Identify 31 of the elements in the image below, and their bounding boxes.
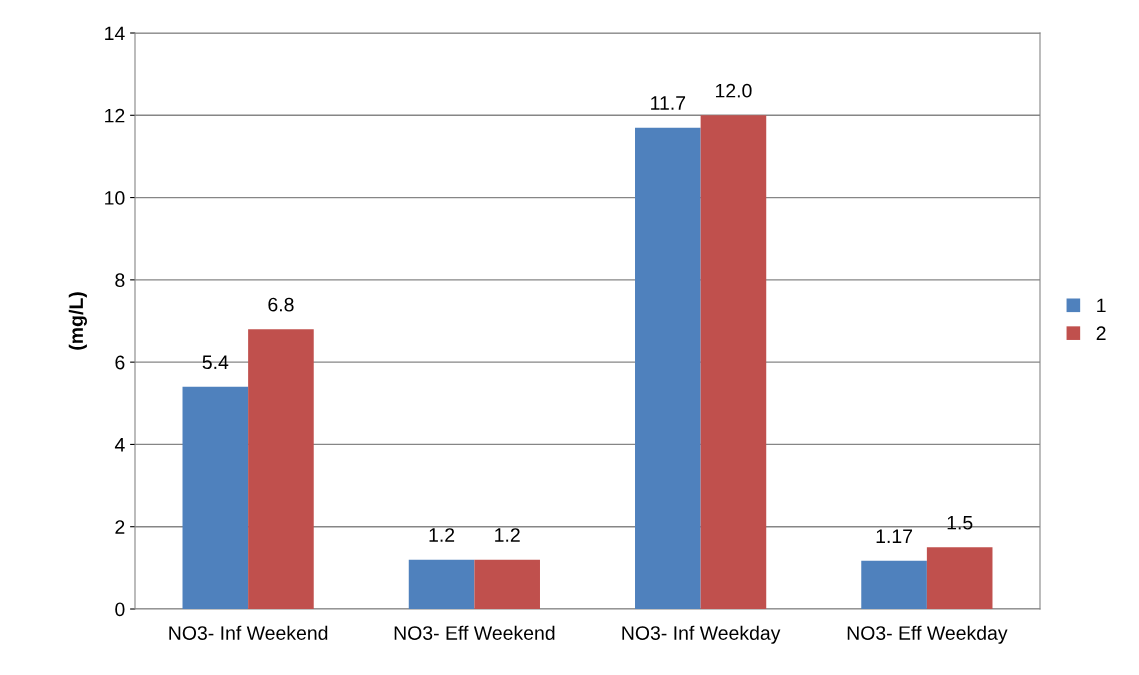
y-tick-label: 8 bbox=[115, 273, 125, 288]
data-label: 6.8 bbox=[268, 297, 294, 312]
x-tick-label: NO3- Inf Weekend bbox=[169, 625, 328, 640]
x-tick-label: NO3- Eff Weekday bbox=[847, 625, 1008, 644]
bar bbox=[861, 560, 927, 609]
bar bbox=[926, 547, 993, 609]
y-tick-label: 0 bbox=[115, 602, 125, 617]
data-label: 1.17 bbox=[876, 529, 913, 543]
data-label: 1.5 bbox=[947, 515, 973, 530]
x-tick-label: NO3- Inf Weekday bbox=[622, 625, 781, 644]
data-label: 1.2 bbox=[495, 528, 520, 542]
bar bbox=[700, 115, 767, 609]
legend-label: 1 bbox=[1097, 298, 1106, 313]
legend-label: 2 bbox=[1096, 326, 1106, 340]
bar bbox=[408, 559, 475, 609]
bar bbox=[182, 386, 249, 609]
y-tick-label: 12 bbox=[105, 108, 125, 123]
x-tick-label: NO3- Eff Weekend bbox=[394, 625, 555, 640]
data-label: 1.2 bbox=[429, 528, 455, 542]
y-tick-label: 10 bbox=[105, 191, 125, 205]
data-label: 12.0 bbox=[715, 83, 752, 98]
y-axis-title: (mg/L) bbox=[68, 292, 87, 350]
y-tick-label: 14 bbox=[105, 26, 125, 41]
data-label: 11.7 bbox=[651, 96, 686, 110]
bar bbox=[248, 329, 314, 609]
y-tick-label: 2 bbox=[115, 520, 125, 534]
bar bbox=[474, 559, 540, 609]
y-tick-label: 4 bbox=[114, 438, 125, 452]
bar bbox=[635, 127, 701, 609]
y-tick-label: 6 bbox=[115, 355, 125, 370]
data-label: 5.4 bbox=[202, 355, 229, 370]
